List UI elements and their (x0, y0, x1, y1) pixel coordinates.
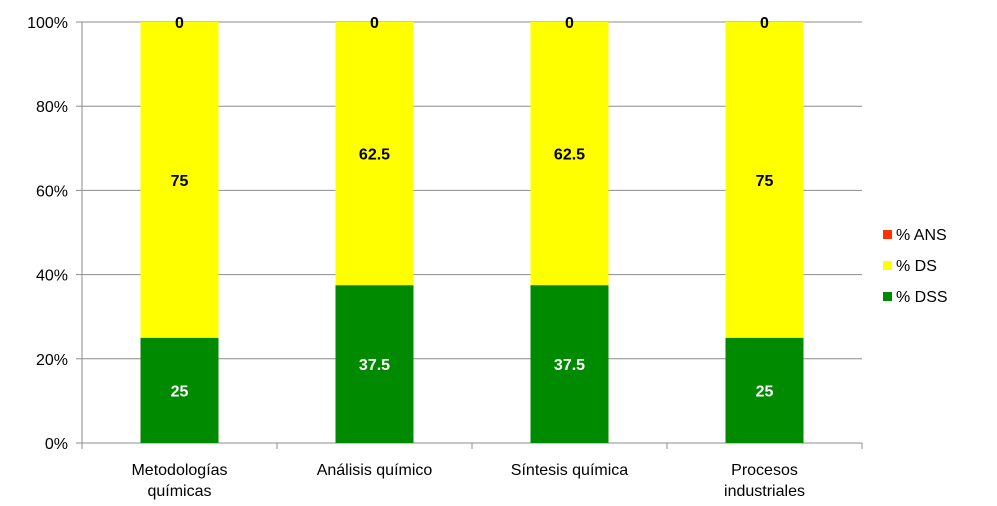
data-label: 0 (565, 15, 574, 32)
y-tick-label: 40% (36, 268, 68, 285)
data-label: 37.5 (554, 357, 585, 374)
y-tick-label: 0% (45, 436, 68, 453)
y-tick-label: 60% (36, 183, 68, 200)
legend-swatch (883, 261, 892, 270)
bar-segment (335, 285, 414, 443)
data-label: 75 (171, 173, 189, 190)
bar-segment (530, 22, 609, 286)
data-label: 75 (756, 173, 774, 190)
bar-segment (140, 337, 219, 443)
legend-label: % DSS (896, 289, 948, 306)
data-label: 25 (756, 383, 774, 400)
legend-label: % DS (896, 258, 937, 275)
bar-segment (140, 22, 219, 338)
legend-swatch (883, 230, 892, 239)
x-category-label: Análisis químico (317, 462, 433, 479)
data-label: 37.5 (359, 357, 390, 374)
bar-segment (335, 22, 414, 286)
x-category-label: Procesos (731, 462, 798, 479)
x-category-label: Metodologías (131, 462, 227, 479)
bar-segment (725, 22, 804, 338)
y-tick-label: 20% (36, 352, 68, 369)
x-category-label: industriales (724, 483, 805, 500)
legend-label: % ANS (896, 227, 947, 244)
data-label: 62.5 (554, 147, 585, 164)
data-label: 0 (370, 15, 379, 32)
data-label: 25 (171, 383, 189, 400)
x-category-label: Síntesis química (511, 462, 628, 479)
bar-segment (530, 285, 609, 443)
y-tick-label: 80% (36, 99, 68, 116)
bar-segment (725, 337, 804, 443)
y-tick-label: 100% (27, 15, 68, 32)
legend-swatch (883, 292, 892, 301)
x-category-label: químicas (147, 483, 211, 500)
data-label: 0 (760, 15, 769, 32)
data-label: 62.5 (359, 147, 390, 164)
data-label: 0 (175, 15, 184, 32)
